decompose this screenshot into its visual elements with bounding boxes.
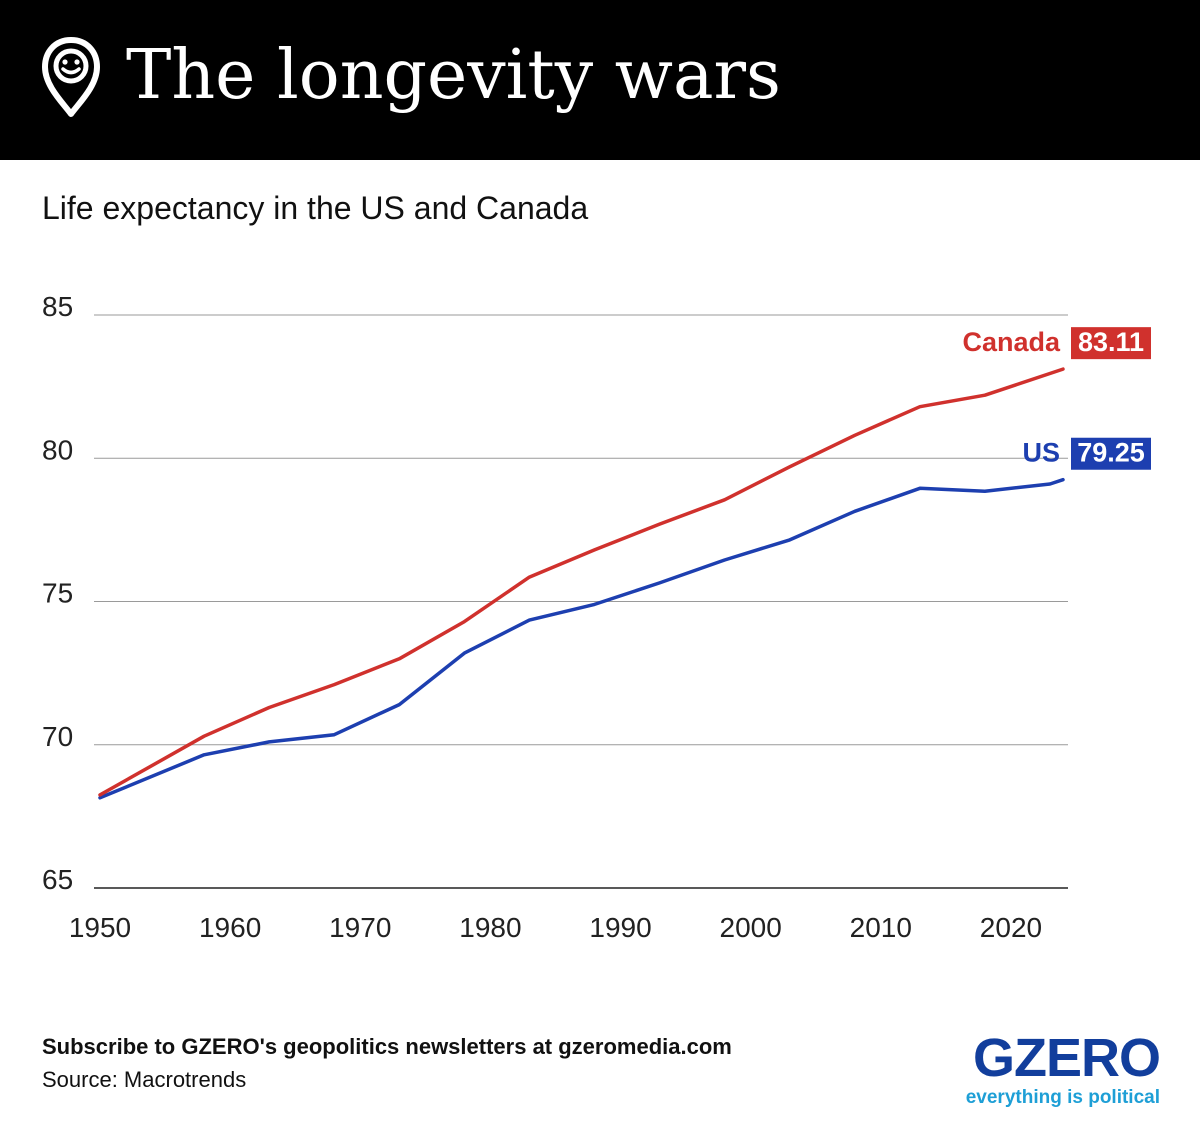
brand-tagline: everything is political [965, 1087, 1160, 1108]
end-value-badge-canada [1071, 327, 1151, 360]
x-tick-label-1970: 1970 [329, 912, 391, 943]
header-banner: The longevity wars [0, 0, 1200, 160]
x-tick-label-2010: 2010 [850, 912, 912, 943]
y-tick-label-70: 70 [42, 721, 73, 752]
x-tick-label-2000: 2000 [720, 912, 782, 943]
series-line-canada [98, 367, 1065, 797]
x-tick-label-1990: 1990 [589, 912, 651, 943]
page-title: The longevity wars [126, 36, 781, 115]
end-value-label-canada: 83.11 [1078, 327, 1144, 357]
series-name-label-us: US [1022, 438, 1060, 468]
x-tick-label-1950: 1950 [69, 912, 131, 943]
chart-subtitle: Life expectancy in the US and Canada [42, 190, 589, 226]
smiley-pin-icon [42, 37, 100, 117]
subscribe-text: Subscribe to GZERO's geopolitics newslet… [42, 1034, 732, 1059]
brand-logo: GZERO everything is political [965, 1028, 1161, 1110]
brand-name: GZERO [972, 1028, 1161, 1088]
end-value-badge-us [1071, 437, 1151, 470]
y-tick-label-75: 75 [42, 578, 73, 609]
x-tick-label-2020: 2020 [980, 912, 1042, 943]
y-tick-label-65: 65 [42, 864, 73, 895]
series-name-label-canada: Canada [962, 327, 1061, 357]
source-text: Source: Macrotrends [42, 1067, 247, 1092]
y-tick-label-85: 85 [42, 291, 73, 322]
end-value-label-us: 79.25 [1077, 438, 1145, 468]
x-tick-label-1980: 1980 [459, 912, 521, 943]
series-line-us [98, 477, 1065, 800]
y-tick-label-80: 80 [42, 434, 73, 465]
x-tick-label-1960: 1960 [199, 912, 261, 943]
